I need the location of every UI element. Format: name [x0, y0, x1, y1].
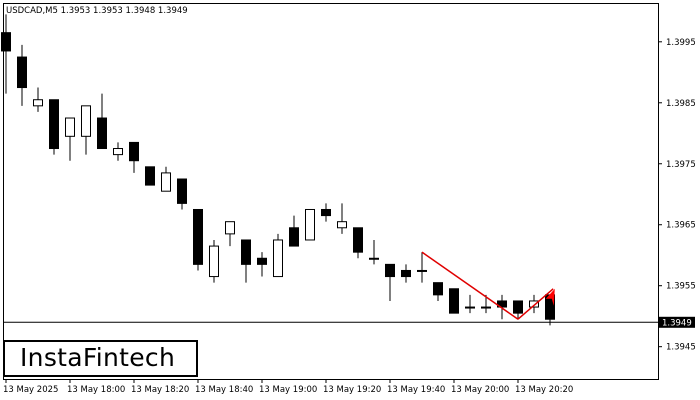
candle-body — [1, 32, 11, 52]
candle-body — [193, 208, 203, 265]
candle-body — [17, 56, 27, 89]
candle-body — [337, 221, 347, 229]
candle-body — [257, 257, 267, 265]
candle-body — [449, 288, 459, 314]
candle-body — [529, 300, 539, 308]
y-tick-label: 1.3975 — [666, 160, 696, 170]
x-tick-label: 13 May 18:40 — [195, 385, 253, 395]
candle-body — [161, 172, 171, 192]
candle-body — [513, 300, 523, 314]
candle-body — [209, 245, 219, 278]
candle-body — [481, 306, 491, 309]
y-tick-label: 1.3995 — [666, 38, 696, 48]
brand-logo: InstaFintech — [3, 340, 198, 377]
candle-body — [369, 257, 379, 260]
pattern-line — [517, 288, 554, 320]
candle-body — [497, 300, 507, 308]
pattern-line — [421, 251, 519, 320]
chart-title: USDCAD,M5 1.3953 1.3953 1.3948 1.3949 — [6, 6, 188, 16]
x-tick-label: 13 May 2025 — [3, 385, 58, 395]
brand-logo-text: InstaFintech — [20, 343, 176, 372]
candle-body — [273, 239, 283, 278]
x-tick-label: 13 May 18:20 — [131, 385, 189, 395]
candle-body — [305, 208, 315, 241]
candle-body — [33, 99, 43, 107]
current-price-label: 1.3949 — [662, 318, 692, 328]
y-tick-label: 1.3955 — [666, 282, 696, 292]
candle-body — [417, 269, 427, 272]
y-axis: 1.3995 1.3985 1.3975 1.3965 1.3955 1.3945 — [658, 38, 696, 353]
candle-body — [65, 117, 75, 137]
y-tick-label: 1.3965 — [666, 221, 696, 231]
y-tick-label: 1.3985 — [666, 99, 696, 109]
candle-body — [385, 263, 395, 278]
candle-body — [177, 178, 187, 204]
candle-body — [97, 117, 107, 150]
candle-body — [241, 239, 251, 265]
candle-body — [225, 221, 235, 235]
candle-body — [289, 227, 299, 247]
candle-body — [145, 166, 155, 186]
x-tick-label: 13 May 19:40 — [387, 385, 445, 395]
current-price-tag: 1.3949 — [659, 316, 695, 328]
x-axis: 13 May 2025 13 May 18:00 13 May 18:20 13 Ma… — [3, 379, 573, 395]
candle-body — [129, 141, 139, 162]
x-tick-label: 13 May 18:00 — [67, 385, 125, 395]
candle-body — [113, 148, 123, 156]
x-tick-label: 13 May 19:00 — [259, 385, 317, 395]
x-tick-label: 13 May 20:00 — [451, 385, 509, 395]
candle-body — [81, 105, 91, 137]
candle-body — [353, 227, 363, 253]
x-tick-label: 13 May 20:20 — [515, 385, 573, 395]
x-tick-label: 13 May 19:20 — [323, 385, 381, 395]
candle-body — [321, 208, 331, 217]
pattern-layer — [421, 251, 555, 320]
pattern-arrow-head — [545, 288, 555, 306]
candle-body — [465, 306, 475, 309]
y-tick-label: 1.3945 — [666, 343, 696, 353]
candles-layer — [1, 14, 555, 326]
candle-body — [401, 269, 411, 278]
candle-body — [433, 282, 443, 296]
candle-body — [49, 99, 59, 150]
plot-frame — [3, 3, 659, 380]
